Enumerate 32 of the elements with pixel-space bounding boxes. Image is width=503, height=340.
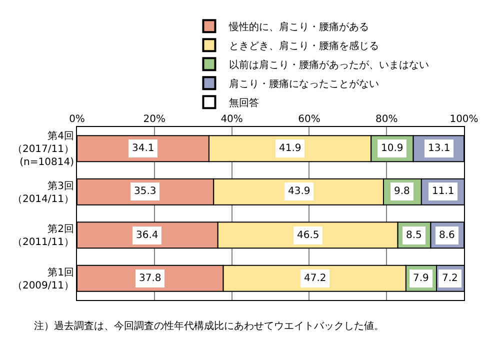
- x-tick-label: 100%: [450, 114, 478, 125]
- legend-label: 無回答: [229, 97, 260, 110]
- x-tick-label: 40%: [220, 114, 243, 125]
- y-tick-label: 第2回（2011/11）: [12, 223, 74, 248]
- data-label: 7.2: [442, 273, 458, 284]
- x-tick-label: 0%: [69, 114, 85, 125]
- text: 注）過去調査は、今回調査の性年代構成比にあわせてウエイトバックした値。: [34, 320, 384, 332]
- x-tick-label: 80%: [375, 114, 398, 125]
- data-label: 41.9: [279, 143, 302, 154]
- y-tick-label: 第1回（2009/11）: [12, 266, 74, 292]
- y-tick-label: 第4回（2017/11）(n=10814): [12, 130, 74, 168]
- data-label: 46.5: [297, 230, 320, 241]
- data-label: 8.6: [439, 230, 455, 241]
- data-label: 9.8: [394, 186, 410, 197]
- data-label: 43.9: [288, 186, 310, 197]
- data-label: 13.1: [428, 143, 450, 154]
- y-tick-label: 第3回（2014/11）: [12, 180, 74, 205]
- legend-label: 慢性的に、肩こり・腰痛がある: [228, 21, 370, 34]
- legend-label: 肩こり・腰痛になったことがない: [229, 78, 380, 90]
- data-label: 11.1: [432, 186, 454, 197]
- legend-label: ときどき、肩こり・腰痛を感じる: [229, 40, 380, 52]
- data-label: 37.8: [139, 273, 162, 284]
- data-label: 35.3: [134, 186, 156, 197]
- data-label: 7.9: [413, 273, 429, 284]
- data-label: 47.2: [304, 273, 326, 284]
- data-label: 8.5: [406, 230, 422, 241]
- data-label: 36.4: [136, 230, 158, 241]
- data-label: 34.1: [132, 143, 154, 154]
- data-label: 10.9: [381, 143, 404, 154]
- x-tick-label: 60%: [298, 114, 320, 125]
- legend-label: 以前は肩こり・腰痛があったが、いまはない: [229, 59, 430, 72]
- x-tick-label: 20%: [143, 114, 166, 125]
